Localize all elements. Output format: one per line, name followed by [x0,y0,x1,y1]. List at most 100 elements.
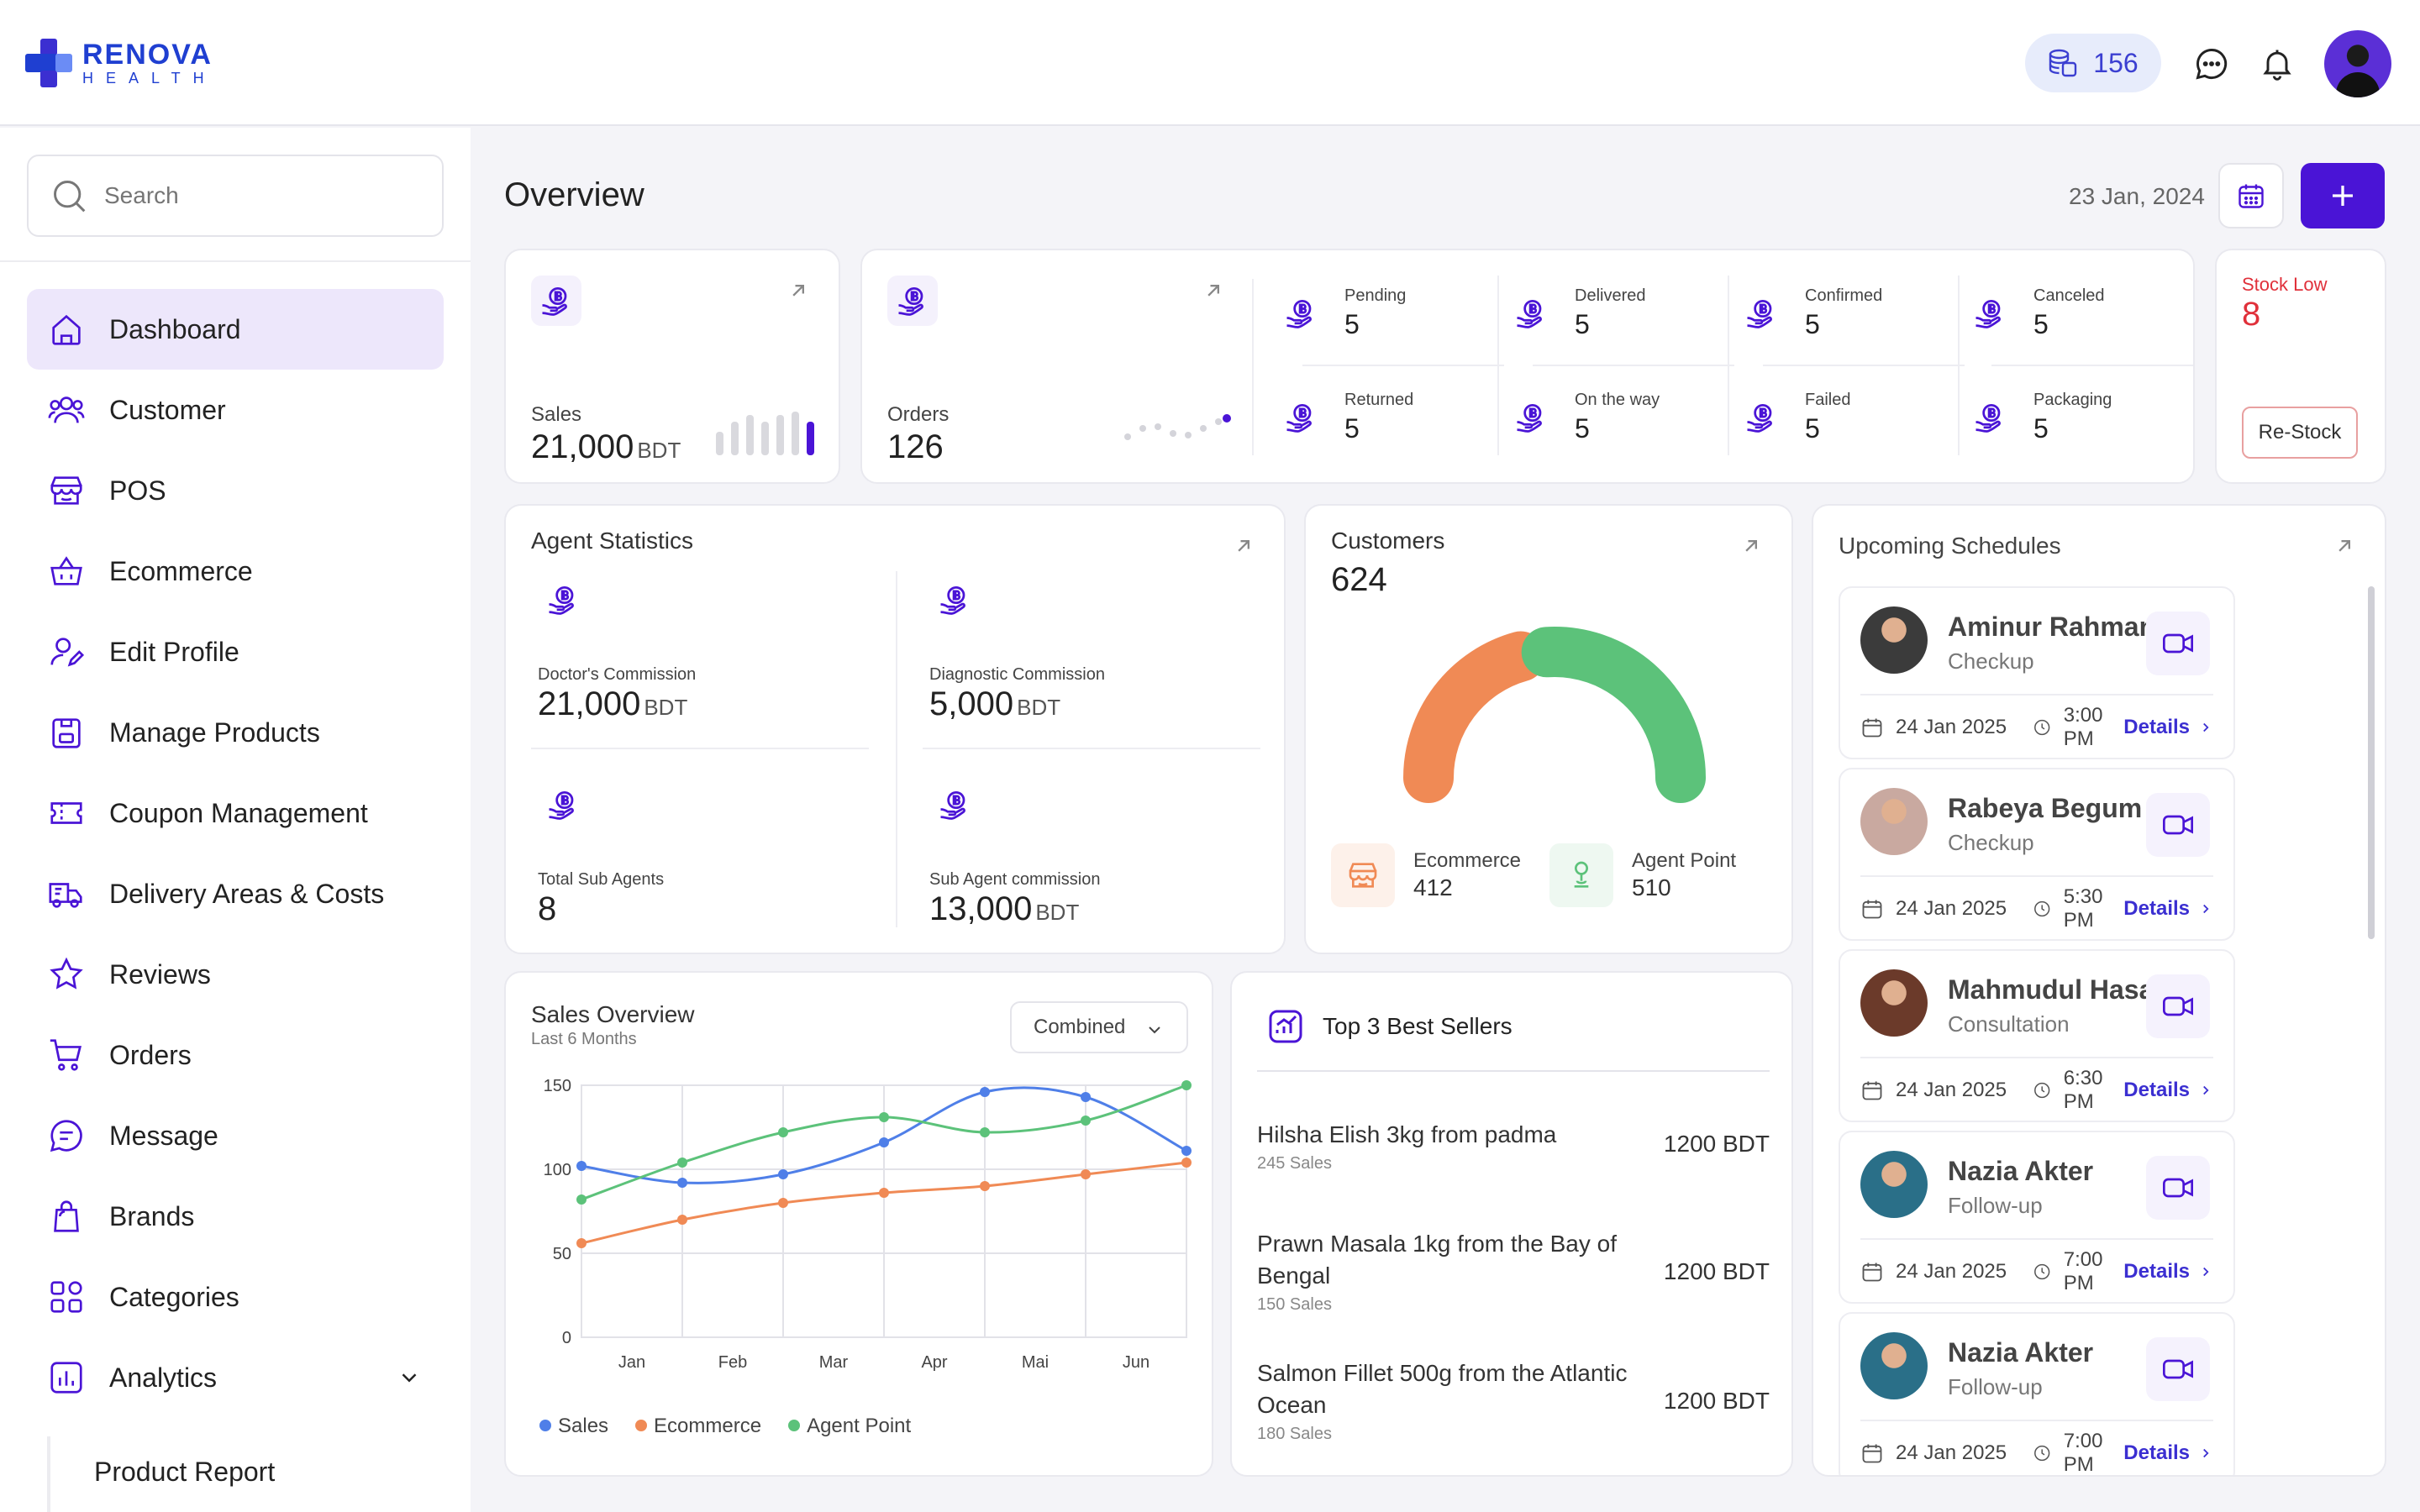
data-point[interactable] [1081,1092,1091,1102]
schedule-item[interactable]: Aminur Rahman Checkup 24 Jan 2025 3:00 P… [1839,586,2235,759]
order-status-on-the-way[interactable]: On the way 5 [1507,371,1709,464]
sidebar-item-customer[interactable]: Customer [27,370,444,450]
status-value: 5 [2033,309,2049,339]
diagnostic-commission-value: 5,000 [929,685,1014,722]
coin-hand-icon [1738,394,1785,441]
data-point[interactable] [778,1169,788,1179]
sidebar-item-ecommerce[interactable]: Ecommerce [27,531,444,612]
data-point[interactable] [980,1087,990,1097]
video-call-button[interactable] [2146,1156,2210,1220]
arrow-up-right-icon[interactable] [2333,534,2356,558]
sidebar-item-analytics[interactable]: Analytics [27,1337,444,1418]
data-point[interactable] [677,1158,687,1168]
data-point[interactable] [879,1112,889,1122]
chart-mode-dropdown[interactable]: Combined [1010,1001,1188,1053]
order-status-canceled[interactable]: Canceled 5 [1966,267,2168,360]
data-point[interactable] [1181,1146,1192,1156]
sidebar-item-categories[interactable]: Categories [27,1257,444,1337]
data-point[interactable] [576,1161,587,1171]
bag-icon [54,1200,79,1232]
legend-item[interactable]: Ecommerce [635,1415,761,1438]
sidebar-item-label: Delivery Areas & Costs [109,878,385,909]
arrow-up-right-icon[interactable] [1232,534,1255,558]
arrow-up-right-icon[interactable] [1739,534,1763,558]
scrollbar[interactable] [2368,586,2375,939]
sidebar-item-label: Reviews [109,958,211,990]
credits-badge[interactable]: 156 [2025,34,2161,92]
data-point[interactable] [1081,1169,1091,1179]
schedule-item[interactable]: Rabeya Begum Checkup 24 Jan 2025 5:30 PM… [1839,768,2235,941]
sidebar-item-reviews[interactable]: Reviews [27,934,444,1015]
sales-card[interactable]: Sales 21,000 BDT [504,249,840,484]
data-point[interactable] [980,1127,990,1137]
order-status-confirmed[interactable]: Confirmed 5 [1738,267,1939,360]
orders-card[interactable]: Orders 126 Pending 5 Delivered 5 Confirm… [860,249,2195,484]
data-point[interactable] [677,1215,687,1225]
restock-button[interactable]: Re-Stock [2242,407,2358,459]
schedule-item[interactable]: Nazia Akter Follow-up 24 Jan 2025 7:00 P… [1839,1312,2235,1475]
sidebar-item-message[interactable]: Message [27,1095,444,1176]
sidebar-item-orders[interactable]: Orders [27,1015,444,1095]
status-value: 5 [1344,413,1360,444]
details-link[interactable]: Details [2123,897,2213,921]
details-link[interactable]: Details [2123,1441,2213,1465]
data-point[interactable] [778,1127,788,1137]
details-link[interactable]: Details [2123,1079,2213,1102]
order-status-packaging[interactable]: Packaging 5 [1966,371,2168,464]
sidebar-item-manage-products[interactable]: Manage Products [27,692,444,773]
video-call-button[interactable] [2146,1337,2210,1401]
user-avatar[interactable] [2324,30,2391,97]
arrow-up-right-icon[interactable] [786,279,810,302]
data-point[interactable] [677,1178,687,1188]
sidebar-item-pos[interactable]: POS [27,450,444,531]
data-point[interactable] [576,1194,587,1205]
arrow-up-right-icon[interactable] [1202,279,1225,302]
best-seller-item[interactable]: Prawn Masala 1kg from the Bay of Bengal … [1257,1228,1770,1315]
sidebar-item-brands[interactable]: Brands [27,1176,444,1257]
search-box[interactable] [27,155,444,237]
patient-name: Mahmudul Hasan [1948,974,2170,1005]
schedule-item[interactable]: Mahmudul Hasan Consultation 24 Jan 2025 … [1839,949,2235,1122]
video-call-button[interactable] [2146,974,2210,1038]
sidebar-subitem-product-report[interactable]: Product Report [94,1457,276,1487]
video-call-button[interactable] [2146,612,2210,675]
details-link[interactable]: Details [2123,1260,2213,1284]
brand-logo[interactable]: RENOVA HEALTH [25,39,217,87]
calendar-button[interactable] [2218,163,2284,228]
best-seller-item[interactable]: Hilsha Elish 3kg from padma 245 Sales 12… [1257,1119,1770,1173]
order-status-delivered[interactable]: Delivered 5 [1507,267,1709,360]
legend-item[interactable]: Agent Point [788,1415,911,1438]
best-seller-item[interactable]: Salmon Fillet 500g from the Atlantic Oce… [1257,1357,1770,1444]
credits-count: 156 [2093,47,2139,78]
legend-item[interactable]: Sales [539,1415,608,1438]
sidebar-item-delivery-areas-costs[interactable]: Delivery Areas & Costs [27,853,444,934]
order-status-returned[interactable]: Returned 5 [1277,371,1479,464]
orders-value: 126 [887,428,944,465]
schedule-item[interactable]: Nazia Akter Follow-up 24 Jan 2025 7:00 P… [1839,1131,2235,1304]
data-point[interactable] [879,1188,889,1198]
add-button[interactable] [2301,163,2385,228]
data-point[interactable] [879,1137,889,1147]
data-point[interactable] [1081,1116,1091,1126]
data-point[interactable] [576,1238,587,1248]
sidebar-item-dashboard[interactable]: Dashboard [27,289,444,370]
sidebar-item-edit-profile[interactable]: Edit Profile [27,612,444,692]
video-call-button[interactable] [2146,793,2210,857]
chevron-down-icon[interactable] [397,1365,422,1390]
sidebar-item-coupon-management[interactable]: Coupon Management [27,773,444,853]
order-status-failed[interactable]: Failed 5 [1738,371,1939,464]
bell-icon[interactable] [2259,45,2296,82]
coin-hand-icon [887,276,938,326]
order-status-pending[interactable]: Pending 5 [1277,267,1479,360]
legend-label: Ecommerce [654,1415,762,1437]
sidebar-item-label: Analytics [109,1362,218,1393]
divider [1991,365,2193,366]
data-point[interactable] [1181,1080,1192,1090]
chat-icon[interactable] [2193,45,2230,82]
data-point[interactable] [980,1181,990,1191]
details-link[interactable]: Details [2123,716,2213,739]
data-point[interactable] [1181,1158,1192,1168]
search-input[interactable] [104,182,424,209]
data-point[interactable] [778,1198,788,1208]
sidebar-divider [0,260,471,262]
